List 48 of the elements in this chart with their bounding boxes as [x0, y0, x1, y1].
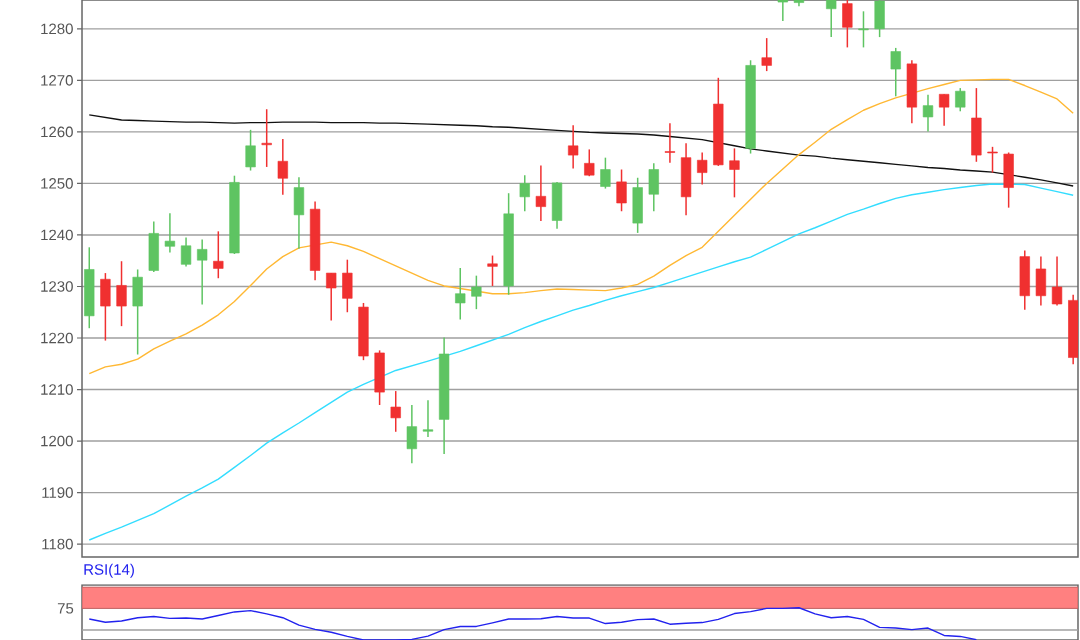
y-tick-label: 1270: [41, 75, 73, 86]
y-tick-label: 1240: [41, 229, 73, 241]
candlestick: [858, 10, 869, 49]
candlestick: [826, 0, 837, 38]
candlestick: [455, 267, 466, 321]
candlestick: [180, 236, 192, 268]
candlestick: [261, 108, 272, 168]
candlestick: [600, 156, 611, 190]
text: 75: [57, 603, 74, 614]
y-tick-label: 1210: [41, 384, 73, 395]
y-tick-label: 1280: [41, 23, 73, 35]
y-tick-label: 1200: [41, 435, 73, 447]
candlestick: [471, 274, 482, 310]
candlestick: [519, 174, 530, 212]
y-tick-label: 1260: [41, 126, 73, 138]
candlestick: [890, 47, 901, 98]
candlestick: [664, 122, 676, 164]
candlestick: [487, 254, 498, 287]
candlestick: [1051, 255, 1063, 307]
candlestick: [568, 124, 579, 170]
y-tick-label: 1250: [41, 178, 73, 189]
candlestick: [777, 0, 788, 22]
candlestick: [729, 147, 740, 199]
candlestick: [245, 129, 256, 172]
y-tick-label: 1220: [41, 332, 73, 344]
candlestick: [955, 87, 966, 113]
candlestick: [616, 168, 627, 212]
candlestick: [164, 212, 176, 254]
candlestick: [535, 164, 547, 222]
candlestick: [938, 93, 950, 127]
candlestick: [987, 146, 998, 174]
candlestick: [761, 37, 772, 72]
y-tick-label: 1180: [42, 538, 73, 550]
candlestick: [116, 260, 127, 327]
candlestick: [326, 272, 337, 322]
candlestick: [213, 230, 224, 279]
candlestick: [922, 94, 934, 133]
candlestick: [406, 404, 417, 464]
y-tick-label: 1230: [41, 281, 73, 292]
candlestick: [842, 0, 853, 49]
candlestick: [277, 138, 288, 196]
chart-title: RSI(14): [84, 563, 134, 578]
candlestick: [584, 148, 595, 177]
candlestick: [197, 238, 208, 306]
candlestick: [390, 390, 401, 433]
y-tick-label: 1190: [42, 487, 73, 498]
candlestick: [697, 151, 708, 186]
candlestick: [422, 399, 434, 438]
